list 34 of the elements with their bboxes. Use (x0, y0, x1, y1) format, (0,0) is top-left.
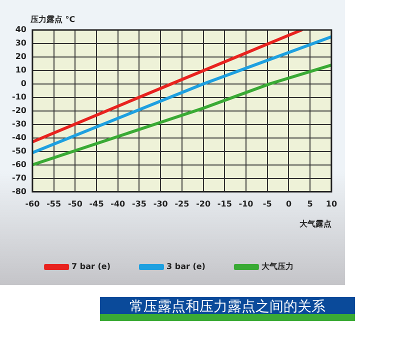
y-tick-label: 0 (20, 79, 27, 88)
x-tick-label: -45 (89, 200, 104, 209)
y-tick-label: -30 (12, 119, 27, 128)
x-tick-label: -50 (68, 200, 83, 209)
y-tick-label: 10 (15, 66, 27, 75)
x-tick-label: 0 (286, 200, 292, 209)
x-tick-label: -35 (132, 200, 147, 209)
y-tick-label: -10 (12, 92, 27, 102)
x-tick-label: 5 (307, 200, 314, 209)
x-tick-label: -60 (25, 200, 40, 209)
y-tick-label: -20 (12, 106, 27, 115)
y-axis-title: 压力露点 °C (29, 15, 76, 24)
legend-label: 3 bar (e) (166, 262, 206, 272)
y-tick-label: 20 (15, 52, 27, 62)
x-tick-label: -30 (153, 200, 168, 209)
x-tick-label: -10 (238, 200, 254, 209)
y-tick-label: -80 (12, 186, 27, 196)
x-tick-label: -40 (110, 200, 126, 209)
y-tick-label: 30 (15, 38, 27, 48)
y-tick-label: -60 (12, 160, 27, 169)
y-tick-label: -70 (12, 173, 27, 182)
y-tick-label: -50 (12, 146, 27, 156)
x-tick-label: 10 (326, 200, 338, 209)
legend-label: 大气压力 (261, 262, 294, 272)
x-tick-label: -20 (196, 200, 211, 209)
y-tick-label: 40 (15, 25, 27, 34)
x-tick-label: -5 (262, 200, 272, 209)
x-tick-label: -15 (217, 200, 232, 209)
y-tick-label: -40 (12, 132, 27, 142)
text: 常压露点和压力露点之间的关系 (100, 297, 355, 321)
legend-label: 7 bar (e) (72, 262, 111, 272)
x-axis-title: 大气露点 (299, 219, 332, 228)
x-tick-label: -25 (174, 200, 190, 209)
x-tick-label: -55 (46, 200, 62, 209)
